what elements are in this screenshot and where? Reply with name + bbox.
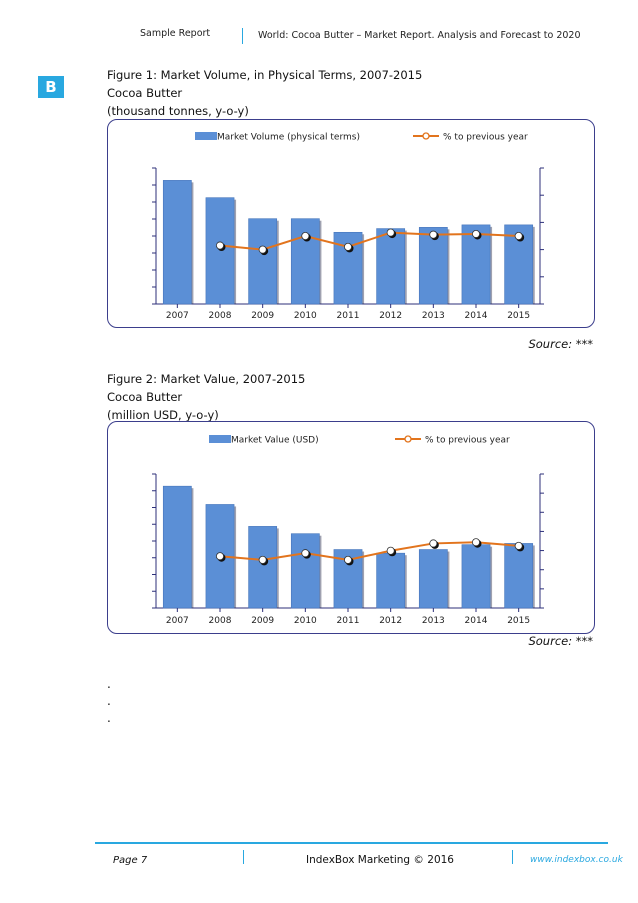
- footer-page-number: Page 7: [113, 855, 148, 866]
- bar: [418, 227, 448, 305]
- figure-2-product: Cocoa Butter: [107, 390, 183, 404]
- line-marker: [386, 546, 395, 555]
- line-marker: [429, 230, 438, 239]
- ellipsis-dot: .: [107, 677, 111, 691]
- legend-bar-swatch: [195, 132, 217, 140]
- ellipsis-dot: .: [107, 711, 111, 725]
- line-marker: [216, 552, 225, 561]
- x-tick-label: 2012: [379, 616, 402, 626]
- x-tick-label: 2007: [166, 311, 189, 321]
- x-tick-label: 2010: [294, 311, 317, 321]
- x-tick-label: 2014: [465, 616, 488, 626]
- x-tick-label: 2009: [251, 616, 274, 626]
- bar: [376, 552, 406, 609]
- line-marker: [258, 245, 267, 254]
- bar: [248, 218, 278, 305]
- figure-2-title: Figure 2: Market Value, 2007-2015: [107, 372, 306, 386]
- legend-line-label: % to previous year: [443, 133, 528, 143]
- line-marker: [471, 229, 480, 238]
- x-tick-label: 2007: [166, 616, 189, 626]
- figure-2-chart: Market Value (USD) % to previous year 2007…: [107, 421, 595, 634]
- x-tick-label: 2013: [422, 616, 445, 626]
- figure-1-title: Figure 1: Market Volume, in Physical Ter…: [107, 68, 423, 82]
- header-report-title: World: Cocoa Butter – Market Report. Ana…: [258, 30, 581, 41]
- legend-line-marker: [422, 132, 430, 140]
- figure-1-units: (thousand tonnes, y-o-y): [107, 104, 249, 118]
- x-tick-label: 2014: [465, 311, 488, 321]
- bar: [418, 549, 448, 609]
- chart-svg: Market Value (USD) % to previous year 2007…: [152, 435, 544, 626]
- x-tick-label: 2010: [294, 616, 317, 626]
- bar: [461, 544, 491, 609]
- line-marker: [514, 232, 523, 241]
- line-marker: [258, 555, 267, 564]
- x-tick-label: 2015: [507, 311, 530, 321]
- line-marker: [429, 539, 438, 548]
- footer-divider: [243, 850, 244, 864]
- figure-1-caption: Figure 1: Market Volume, in Physical Ter…: [107, 66, 422, 120]
- ellipsis: . . .: [107, 676, 111, 727]
- ellipsis-dot: .: [107, 694, 111, 708]
- line-marker: [301, 549, 310, 558]
- line-series: [219, 231, 519, 251]
- footer-copyright: IndexBox Marketing © 2016: [306, 854, 454, 866]
- x-tick-label: 2013: [422, 311, 445, 321]
- footer-rule: [95, 842, 608, 844]
- figure-2-units: (million USD, y-o-y): [107, 408, 219, 422]
- figure-1-source: Source: ***: [528, 337, 593, 351]
- header-divider: [242, 28, 243, 44]
- bar: [248, 526, 278, 609]
- legend-bar-label: Market Volume (physical terms): [217, 133, 360, 143]
- bar: [205, 197, 235, 305]
- line-marker: [301, 232, 310, 241]
- x-tick-label: 2008: [209, 616, 232, 626]
- bar: [290, 218, 320, 305]
- bar: [504, 543, 534, 609]
- figure-2-caption: Figure 2: Market Value, 2007-2015 Cocoa …: [107, 370, 305, 424]
- x-tick-label: 2011: [337, 311, 360, 321]
- line-marker: [471, 538, 480, 547]
- chart-svg: Market Volume (physical terms) % to previ…: [152, 132, 544, 321]
- figure-2-source: Source: ***: [528, 634, 593, 648]
- x-tick-label: 2011: [337, 616, 360, 626]
- line-marker: [386, 228, 395, 237]
- footer-website-link[interactable]: www.indexbox.co.uk: [530, 855, 623, 865]
- line-marker: [343, 555, 352, 564]
- legend-line-label: % to previous year: [425, 436, 510, 446]
- bar: [376, 228, 406, 305]
- legend-bar-label: Market Value (USD): [231, 436, 319, 446]
- bar: [162, 485, 192, 609]
- x-tick-label: 2015: [507, 616, 530, 626]
- header-report-label: Sample Report: [140, 28, 211, 39]
- x-tick-label: 2012: [379, 311, 402, 321]
- brand-badge: B: [38, 76, 64, 98]
- figure-1-product: Cocoa Butter: [107, 86, 183, 100]
- x-tick-label: 2009: [251, 311, 274, 321]
- line-marker: [343, 242, 352, 251]
- bar: [162, 180, 192, 305]
- legend-bar-swatch: [209, 435, 231, 443]
- legend-line-marker: [404, 435, 412, 443]
- line-series: [219, 541, 519, 561]
- figure-1-chart: Market Volume (physical terms) % to previ…: [107, 119, 595, 328]
- bar: [290, 533, 320, 609]
- x-tick-label: 2008: [209, 311, 232, 321]
- line-marker: [514, 541, 523, 550]
- footer-divider: [512, 850, 513, 864]
- line-marker: [216, 241, 225, 250]
